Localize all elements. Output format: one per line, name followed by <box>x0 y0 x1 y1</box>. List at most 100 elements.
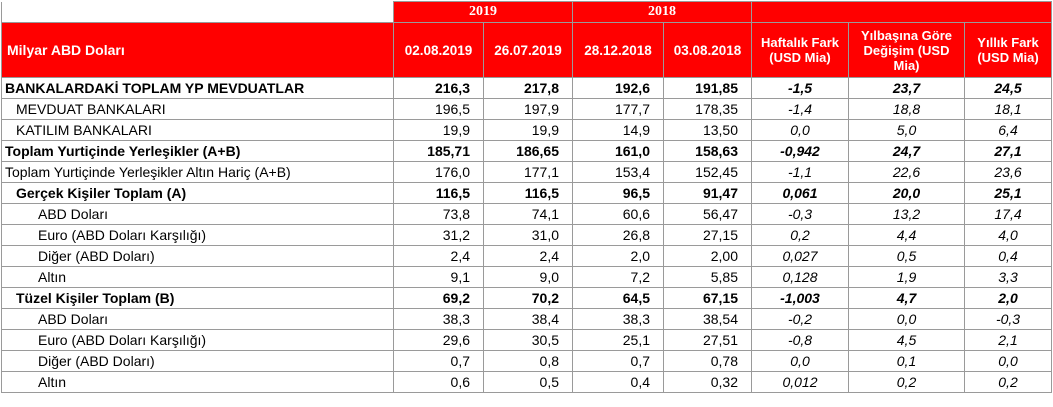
value-03-08-2018: 38,54 <box>663 308 752 330</box>
value-28-12-2018: 2,0 <box>572 245 664 267</box>
value-28-12-2018: 26,8 <box>572 224 664 246</box>
value-26-07-2019: 2,4 <box>483 245 573 267</box>
date-header-3: 28.12.2018 <box>572 22 664 78</box>
value-28-12-2018: 0,7 <box>572 350 664 372</box>
annual-diff-value: 27,1 <box>963 140 1053 162</box>
ytd-change-value: 1,9 <box>848 266 965 288</box>
row-label: MEVDUAT BANKALARI <box>1 98 394 120</box>
year-2018-header: 2018 <box>572 1 752 23</box>
weekly-diff-value: -0,8 <box>751 329 849 351</box>
weekly-diff-value: 0,0 <box>751 119 849 141</box>
weekly-diff-value: 0,061 <box>751 182 849 204</box>
annual-diff-value: 2,1 <box>963 329 1053 351</box>
value-28-12-2018: 60,6 <box>572 203 664 225</box>
column-header-row: Milyar ABD Doları 02.08.2019 26.07.2019 … <box>1 22 1053 78</box>
value-26-07-2019: 19,9 <box>483 119 573 141</box>
ytd-change-value: 4,7 <box>848 287 965 309</box>
value-02-08-2019: 0,7 <box>393 350 484 372</box>
row-label: BANKALARDAKİ TOPLAM YP MEVDUATLAR <box>1 77 394 99</box>
value-28-12-2018: 7,2 <box>572 266 664 288</box>
deposits-table: 2019 2018 Milyar ABD Doları 02.08.2019 2… <box>1 1 1053 393</box>
table-row: ABD Doları 38,3 38,4 38,3 38,54 -0,2 0,0 -0,3 <box>1 308 1053 330</box>
weekly-diff-value: -1,1 <box>751 161 849 183</box>
value-28-12-2018: 153,4 <box>572 161 664 183</box>
weekly-diff-header: Haftalık Fark (USD Mia) <box>751 22 849 78</box>
value-28-12-2018: 0,4 <box>572 371 664 393</box>
value-26-07-2019: 217,8 <box>483 77 573 99</box>
annual-diff-value: 2,0 <box>963 287 1053 309</box>
value-02-08-2019: 29,6 <box>393 329 484 351</box>
annual-diff-value: 17,4 <box>963 203 1053 225</box>
value-03-08-2018: 158,63 <box>663 140 752 162</box>
value-26-07-2019: 74,1 <box>483 203 573 225</box>
ytd-change-value: 0,2 <box>848 371 965 393</box>
table-row: ABD Doları 73,8 74,1 60,6 56,47 -0,3 13,2 17,4 <box>1 203 1053 225</box>
year-2019-header: 2019 <box>393 1 573 23</box>
table-row: KATILIM BANKALARI 19,9 19,9 14,9 13,50 0,0 5,0… <box>1 119 1053 141</box>
row-label: Diğer (ABD Doları) <box>1 350 394 372</box>
ytd-change-header: Yılbaşına Göre Değişim (USD Mia) <box>848 22 965 78</box>
value-02-08-2019: 31,2 <box>393 224 484 246</box>
annual-diff-value: 23,6 <box>963 161 1053 183</box>
weekly-diff-value: -1,003 <box>751 287 849 309</box>
value-03-08-2018: 0,78 <box>663 350 752 372</box>
value-26-07-2019: 38,4 <box>483 308 573 330</box>
value-03-08-2018: 27,51 <box>663 329 752 351</box>
table-row: Altın 0,6 0,5 0,4 0,32 0,012 0,2 0,2 <box>1 371 1053 393</box>
value-26-07-2019: 30,5 <box>483 329 573 351</box>
value-02-08-2019: 176,0 <box>393 161 484 183</box>
weekly-diff-value: 0,128 <box>751 266 849 288</box>
header-spacer <box>1 1 394 23</box>
value-28-12-2018: 14,9 <box>572 119 664 141</box>
value-26-07-2019: 0,8 <box>483 350 573 372</box>
annual-diff-value: 3,3 <box>963 266 1053 288</box>
weekly-diff-value: -0,942 <box>751 140 849 162</box>
value-26-07-2019: 186,65 <box>483 140 573 162</box>
row-label: KATILIM BANKALARI <box>1 119 394 141</box>
value-02-08-2019: 19,9 <box>393 119 484 141</box>
row-label: Euro (ABD Doları Karşılığı) <box>1 224 394 246</box>
table-row: Toplam Yurtiçinde Yerleşikler (A+B) 185,7… <box>1 140 1053 162</box>
value-26-07-2019: 197,9 <box>483 98 573 120</box>
row-label: Euro (ABD Doları Karşılığı) <box>1 329 394 351</box>
value-28-12-2018: 38,3 <box>572 308 664 330</box>
annual-diff-value: 4,0 <box>963 224 1053 246</box>
value-02-08-2019: 9,1 <box>393 266 484 288</box>
value-28-12-2018: 161,0 <box>572 140 664 162</box>
value-02-08-2019: 216,3 <box>393 77 484 99</box>
ytd-change-value: 4,5 <box>848 329 965 351</box>
row-label: Diğer (ABD Doları) <box>1 245 394 267</box>
annual-diff-value: -0,3 <box>963 308 1053 330</box>
annual-diff-value: 0,4 <box>963 245 1053 267</box>
value-03-08-2018: 67,15 <box>663 287 752 309</box>
annual-diff-value: 18,1 <box>963 98 1053 120</box>
table-title: Milyar ABD Doları <box>1 22 394 78</box>
value-28-12-2018: 25,1 <box>572 329 664 351</box>
annual-diff-value: 0,0 <box>963 350 1053 372</box>
ytd-change-value: 0,1 <box>848 350 965 372</box>
value-28-12-2018: 64,5 <box>572 287 664 309</box>
weekly-diff-value: 0,012 <box>751 371 849 393</box>
table-row: Gerçek Kişiler Toplam (A) 116,5 116,5 96,5 9… <box>1 182 1053 204</box>
year-header-row: 2019 2018 <box>1 1 1053 23</box>
value-03-08-2018: 27,15 <box>663 224 752 246</box>
value-26-07-2019: 9,0 <box>483 266 573 288</box>
weekly-diff-value: 0,027 <box>751 245 849 267</box>
value-03-08-2018: 191,85 <box>663 77 752 99</box>
table-row: MEVDUAT BANKALARI 196,5 197,9 177,7 178,35 -1… <box>1 98 1053 120</box>
value-28-12-2018: 177,7 <box>572 98 664 120</box>
row-label: Altın <box>1 371 394 393</box>
ytd-change-value: 24,7 <box>848 140 965 162</box>
table-row: Tüzel Kişiler Toplam (B) 69,2 70,2 64,5 67,1… <box>1 287 1053 309</box>
table-row: Diğer (ABD Doları) 2,4 2,4 2,0 2,00 0,027 0,5 0… <box>1 245 1053 267</box>
row-label: Tüzel Kişiler Toplam (B) <box>1 287 394 309</box>
row-label: ABD Doları <box>1 203 394 225</box>
value-02-08-2019: 73,8 <box>393 203 484 225</box>
value-03-08-2018: 178,35 <box>663 98 752 120</box>
row-label: Toplam Yurtiçinde Yerleşikler (A+B) <box>1 140 394 162</box>
value-28-12-2018: 96,5 <box>572 182 664 204</box>
row-label: Toplam Yurtiçinde Yerleşikler Altın Hari… <box>1 161 394 183</box>
annual-diff-header: Yıllık Fark (USD Mia) <box>963 22 1053 78</box>
value-02-08-2019: 2,4 <box>393 245 484 267</box>
weekly-diff-value: 0,2 <box>751 224 849 246</box>
